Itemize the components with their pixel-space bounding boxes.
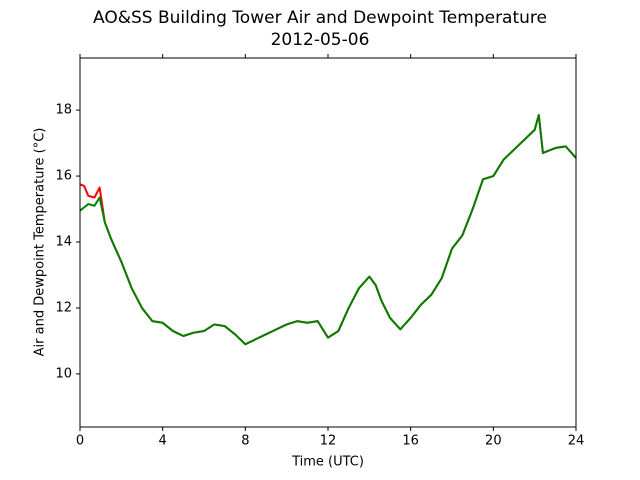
chart-subtitle: 2012-05-06	[271, 30, 370, 50]
y-tick-label: 16	[55, 169, 72, 184]
y-tick-label: 14	[55, 235, 72, 250]
y-tick-label: 12	[55, 300, 72, 315]
line-series	[79, 114, 577, 346]
y-axis-label: Air and Dewpoint Temperature (°C)	[33, 128, 48, 357]
x-tick-label: 0	[76, 434, 84, 449]
x-tick-label: 4	[159, 434, 167, 449]
y-tick-label: 18	[55, 103, 72, 118]
x-tick-label: 20	[485, 434, 502, 449]
x-axis-label: Time (UTC)	[291, 455, 364, 470]
x-tick-label: 8	[241, 434, 249, 449]
x-tick-label: 12	[320, 434, 337, 449]
chart-title: AO&SS Building Tower Air and Dewpoint Te…	[93, 8, 547, 28]
x-tick-label: 24	[568, 434, 585, 449]
line-series	[79, 114, 577, 346]
plot-frame	[79, 57, 577, 428]
x-tick-label: 16	[402, 434, 419, 449]
y-tick-label: 10	[55, 366, 72, 381]
